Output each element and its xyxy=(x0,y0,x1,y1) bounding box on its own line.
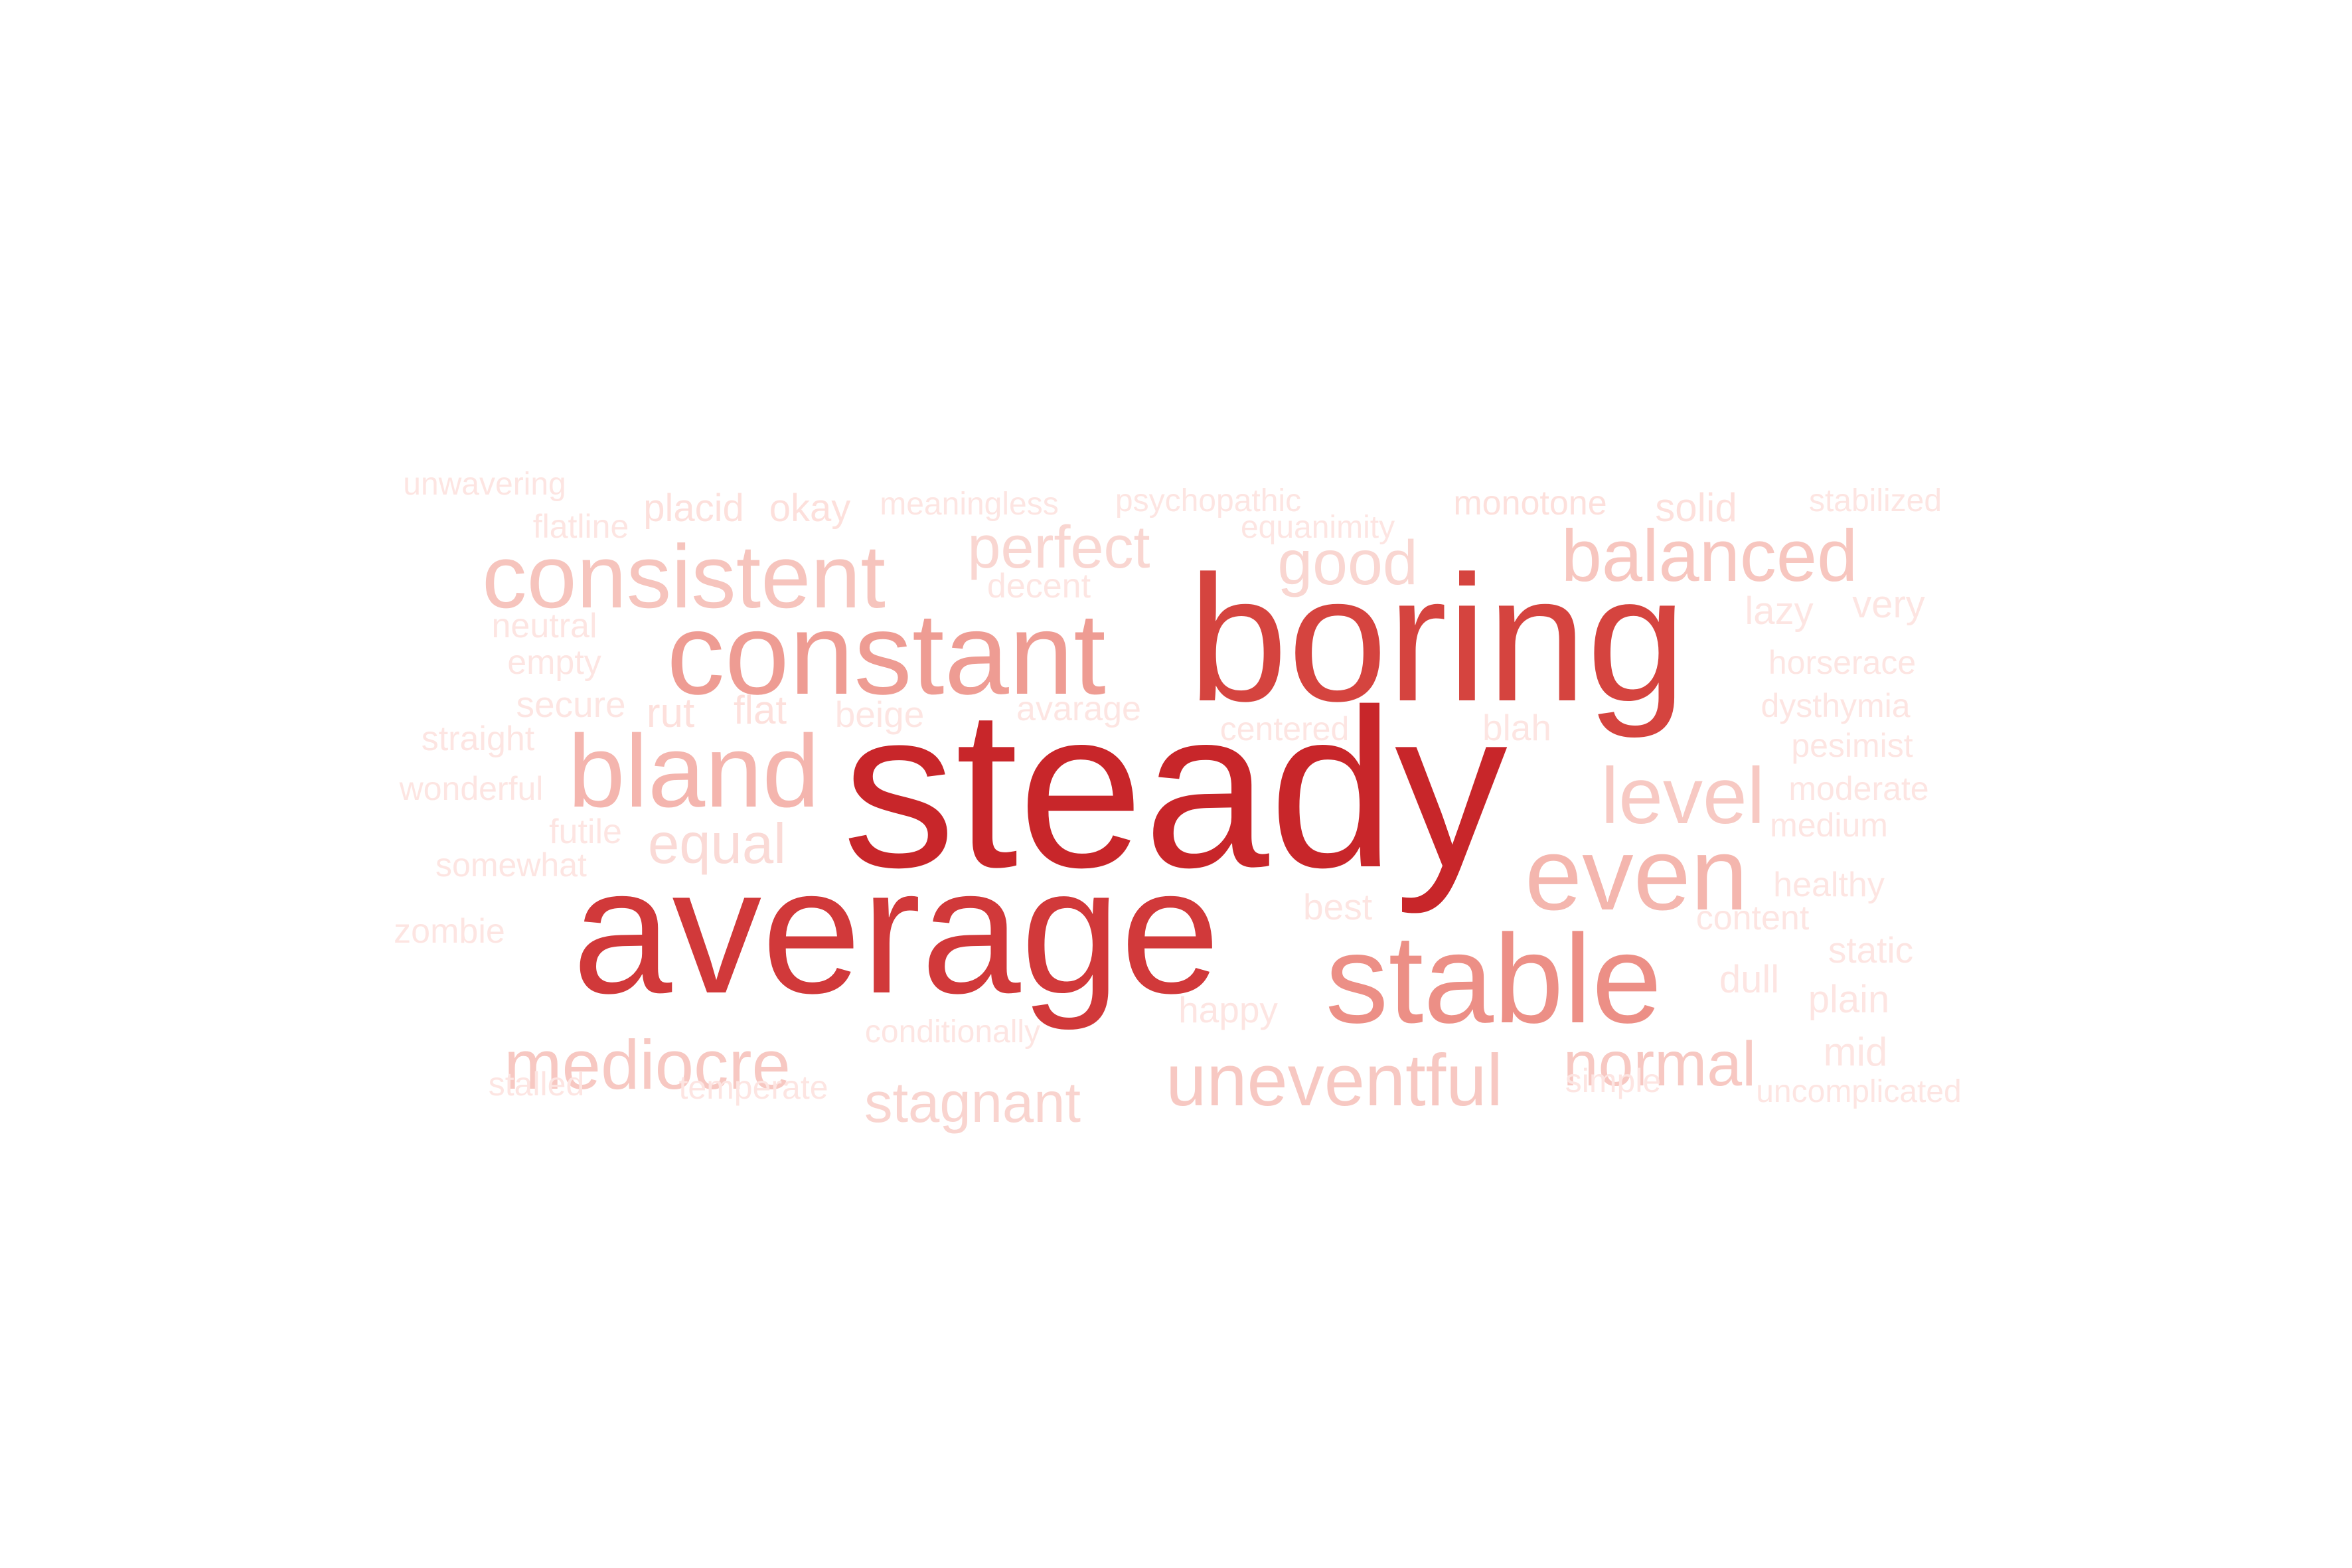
word-stagnant: stagnant xyxy=(864,1071,1081,1135)
word-dysthymia: dysthymia xyxy=(1761,687,1910,724)
word-dull: dull xyxy=(1719,958,1779,1001)
word-equanimity: equanimity xyxy=(1241,510,1395,545)
word-steady: steady xyxy=(842,663,1508,915)
word-average: average xyxy=(572,831,1220,1032)
word-monotone: monotone xyxy=(1453,484,1607,522)
word-straight: straight xyxy=(422,720,535,758)
word-balanced: balanced xyxy=(1561,515,1858,597)
word-good: good xyxy=(1277,528,1417,598)
word-equal: equal xyxy=(648,813,786,876)
word-boring: boring xyxy=(1188,539,1687,740)
word-meaningless: meaningless xyxy=(880,487,1058,522)
word-plain: plain xyxy=(1808,978,1890,1021)
word-centered: centered xyxy=(1220,710,1350,747)
word-placid: placid xyxy=(643,487,744,530)
word-uneventful: uneventful xyxy=(1166,1040,1503,1121)
word-somewhat: somewhat xyxy=(435,846,587,884)
word-level: level xyxy=(1601,751,1765,840)
word-stalled: stalled xyxy=(489,1065,585,1103)
word-mid: mid xyxy=(1824,1030,1888,1074)
word-constant: constant xyxy=(666,589,1106,719)
word-avarage: avarage xyxy=(1016,690,1141,728)
word-even: even xyxy=(1525,817,1748,931)
word-horserace: horserace xyxy=(1768,644,1916,681)
word-empty: empty xyxy=(507,643,601,682)
word-perfect: perfect xyxy=(967,514,1150,581)
word-pesimist: pesimist xyxy=(1791,727,1913,764)
word-conditionally: conditionally xyxy=(865,1014,1040,1050)
word-secure: secure xyxy=(516,684,625,725)
word-normal: normal xyxy=(1563,1029,1756,1099)
word-unwavering: unwavering xyxy=(403,467,566,502)
word-decent: decent xyxy=(987,567,1091,605)
word-flatline: flatline xyxy=(533,508,629,545)
word-okay: okay xyxy=(769,487,851,530)
word-mediocre: mediocre xyxy=(504,1026,791,1104)
word-lazy: lazy xyxy=(1745,589,1813,633)
word-neutral: neutral xyxy=(492,607,597,645)
word-consistent: consistent xyxy=(482,526,886,627)
word-bland: bland xyxy=(568,714,819,828)
word-medium: medium xyxy=(1770,807,1888,844)
word-moderate: moderate xyxy=(1788,770,1928,807)
word-healthy: healthy xyxy=(1773,866,1885,904)
word-happy: happy xyxy=(1178,989,1278,1030)
word-beige: beige xyxy=(835,694,925,735)
word-blah: blah xyxy=(1482,707,1551,748)
word-futile: futile xyxy=(549,813,622,851)
word-stabilized: stabilized xyxy=(1809,483,1942,518)
word-wonderful: wonderful xyxy=(399,770,544,807)
word-flat: flat xyxy=(734,688,787,732)
word-content: content xyxy=(1696,899,1810,937)
word-simple: simple xyxy=(1565,1062,1661,1099)
word-best: best xyxy=(1303,886,1372,927)
word-very: very xyxy=(1852,583,1925,626)
word-rut: rut xyxy=(647,690,694,736)
word-static: static xyxy=(1828,929,1913,971)
word-solid: solid xyxy=(1655,485,1737,530)
word-stable: stable xyxy=(1325,909,1662,1050)
word-uncomplicated: uncomplicated xyxy=(1756,1074,1962,1109)
word-zombie: zombie xyxy=(394,912,505,951)
word-psychopathic: psychopathic xyxy=(1115,483,1301,518)
word-temperate: temperate xyxy=(678,1069,828,1106)
